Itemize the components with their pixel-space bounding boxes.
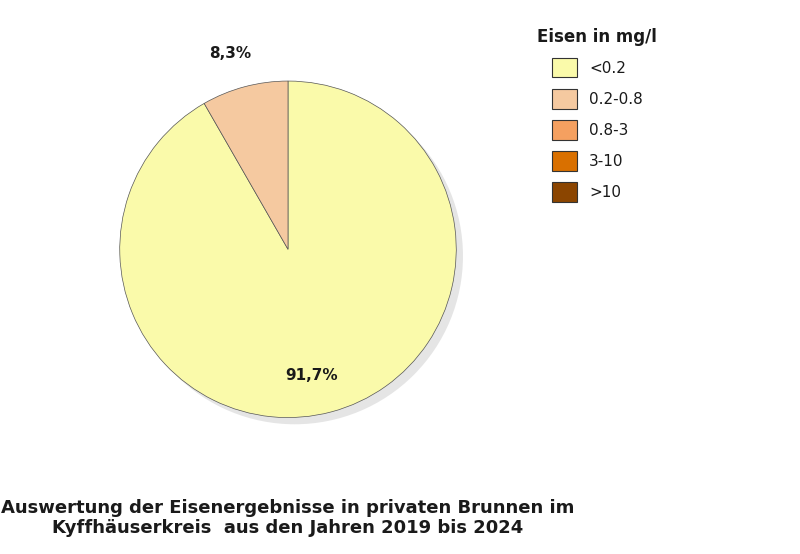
Legend: <0.2, 0.2-0.8, 0.8-3, 3-10, >10: <0.2, 0.2-0.8, 0.8-3, 3-10, >10 — [530, 20, 665, 209]
Text: 91,7%: 91,7% — [286, 368, 338, 383]
Text: Auswertung der Eisenergebnisse in privaten Brunnen im
Kyffhäuserkreis  aus den J: Auswertung der Eisenergebnisse in privat… — [2, 499, 574, 537]
Wedge shape — [204, 81, 288, 249]
Text: 8,3%: 8,3% — [209, 47, 250, 61]
Wedge shape — [120, 81, 456, 418]
Ellipse shape — [126, 88, 463, 424]
